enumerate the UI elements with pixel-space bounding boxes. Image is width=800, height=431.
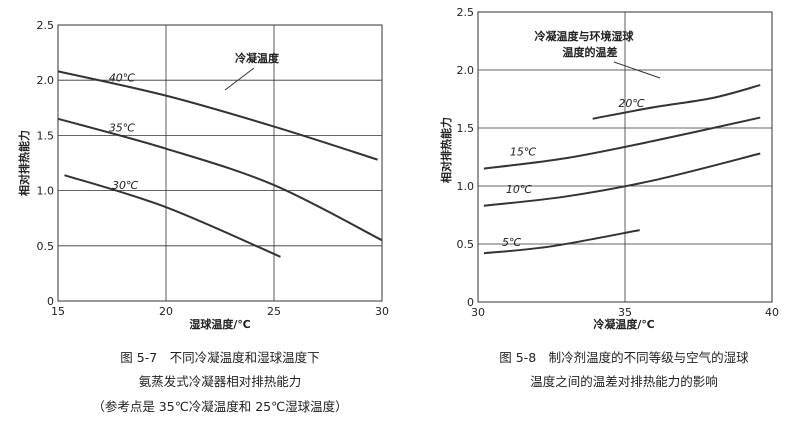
y-tick-label: 0	[47, 295, 54, 308]
series-label-right-3: 5℃	[502, 236, 522, 249]
y-tick-label: 2.5	[37, 19, 55, 32]
annotation-right-line-2: 温度的温差	[563, 45, 618, 59]
y-tick-label: 2.0	[457, 64, 475, 77]
x-tick-label: 15	[51, 305, 65, 318]
series-line-left-0	[57, 70, 378, 161]
x-tick-label: 40	[765, 306, 779, 319]
series-line-left-1	[57, 117, 383, 242]
chart-right: 20℃ 15℃ 10℃ 5℃ 30 35 40 0 0.5 1.0 1.5 2.0 2.5 冷凝温度/…	[439, 6, 779, 389]
plot-frame-left	[57, 24, 383, 302]
series-line-right-2	[483, 152, 761, 207]
y-tick-label: 1.0	[457, 180, 475, 193]
y-tick-label: 1.5	[457, 122, 475, 135]
annotation-leader-left	[224, 67, 255, 91]
x-tick-label: 20	[159, 305, 173, 318]
annotation-left: 冷凝温度	[235, 51, 280, 65]
caption-left-line-2: 氨蒸发式冷凝器相对排热能力	[139, 374, 302, 389]
series-line-right-0	[592, 84, 761, 120]
y-tick-label: 2.0	[37, 74, 55, 87]
annotation-leader-right	[613, 61, 661, 79]
series-label-left-0: 40℃	[109, 72, 136, 85]
x-tick-label: 35	[618, 306, 632, 319]
plot-frame-right	[477, 11, 773, 303]
caption-right-line-1: 图 5-8 制冷剂温度的不同等级与空气的湿球	[499, 350, 749, 365]
caption-right-line-2: 温度之间的温差对排热能力的影响	[530, 374, 718, 389]
y-axis-title-left: 相对排热能力	[17, 130, 31, 196]
y-tick-label: 0.5	[37, 240, 55, 253]
series-label-right-1: 15℃	[510, 145, 537, 158]
series-line-left-2	[64, 174, 281, 258]
x-axis-title-right: 冷凝温度/℃	[593, 317, 654, 331]
y-tick-label: 0	[467, 296, 474, 309]
y-tick-label: 0.5	[457, 238, 475, 251]
y-tick-label: 1.5	[37, 129, 55, 142]
x-tick-label: 25	[267, 305, 281, 318]
series-label-left-2: 30℃	[112, 179, 139, 192]
x-tick-label: 30	[471, 306, 485, 319]
series-label-right-2: 10℃	[506, 183, 533, 196]
annotation-right-line-1: 冷凝温度与环境湿球	[535, 29, 635, 43]
y-tick-label: 1.0	[37, 185, 55, 198]
chart-left: 40℃ 35℃ 30℃ 15 20 25 30 0 0.5 1.0 1.5 2.0 2.5 湿球温度/…	[17, 19, 389, 414]
x-tick-label: 30	[375, 305, 389, 318]
caption-left-line-3: （参考点是 35℃冷凝温度和 25℃湿球温度）	[92, 399, 347, 414]
x-axis-title-left: 湿球温度/℃	[189, 317, 250, 331]
y-tick-label: 2.5	[457, 6, 475, 19]
series-line-right-1	[483, 116, 761, 170]
series-line-right-3	[483, 229, 640, 255]
series-label-left-1: 35℃	[109, 122, 136, 135]
caption-left-line-1: 图 5-7 不同冷凝温度和湿球温度下	[120, 350, 319, 365]
y-axis-title-right: 相对排热能力	[439, 117, 453, 183]
series-label-right-0: 20℃	[618, 97, 645, 110]
